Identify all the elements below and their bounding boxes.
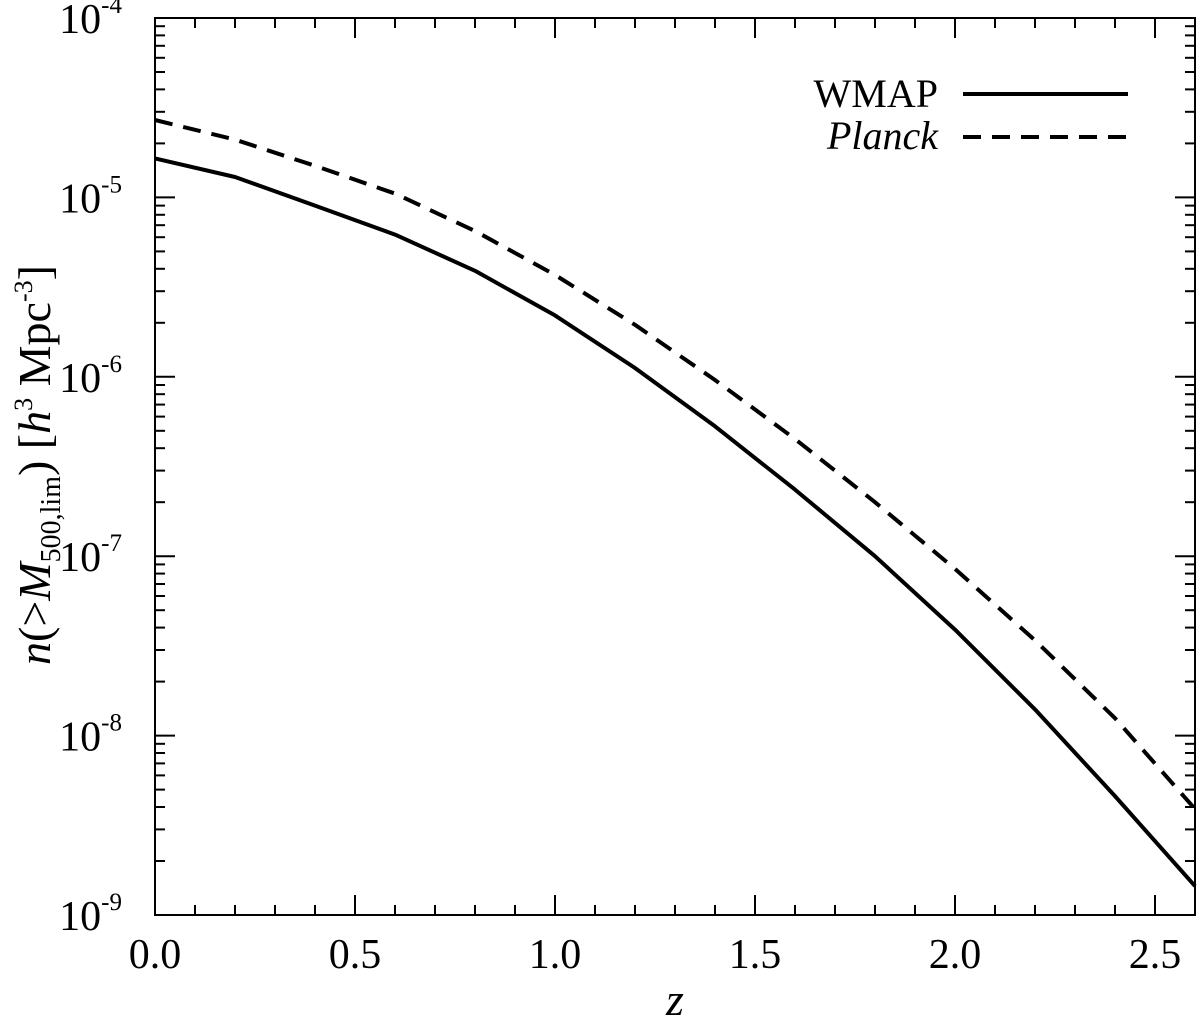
y-tick-label: 10-7 bbox=[59, 530, 122, 581]
plot-area-frame bbox=[154, 17, 1196, 916]
y-tick-label: 10-6 bbox=[59, 351, 122, 402]
x-axis-tick-labels: 0.0 0.5 1.0 1.5 2.0 2.5 bbox=[129, 932, 1182, 978]
x-tick-label: 0.0 bbox=[129, 932, 182, 978]
y-axis-ticks bbox=[155, 25, 1195, 916]
x-tick-label: 2.5 bbox=[1129, 932, 1182, 978]
x-tick-label: 1.5 bbox=[729, 932, 782, 978]
y-axis-tick-labels: 10-4 10-5 10-6 10-7 10-8 10-9 bbox=[59, 0, 122, 940]
y-tick-label: 10-9 bbox=[59, 889, 122, 940]
x-tick-label: 1.0 bbox=[529, 932, 582, 978]
y-tick-label: 10-4 bbox=[59, 0, 122, 43]
x-tick-label: 0.5 bbox=[329, 932, 382, 978]
x-axis-ticks bbox=[154, 18, 1196, 915]
x-axis-title: z bbox=[665, 974, 684, 1022]
legend: WMAP Planck bbox=[814, 71, 1128, 158]
y-tick-label: 10-8 bbox=[59, 710, 122, 761]
y-axis-title: n(>M500,lim) [h3 Mpc-3] bbox=[9, 265, 67, 665]
series-line-wmap bbox=[154, 156, 1197, 888]
series-lines bbox=[154, 118, 1197, 888]
legend-label-wmap: WMAP bbox=[814, 71, 938, 116]
y-tick-label: 10-5 bbox=[59, 171, 122, 222]
legend-label-planck: Planck bbox=[826, 113, 939, 158]
x-tick-label: 2.0 bbox=[929, 932, 982, 978]
series-line-planck bbox=[154, 118, 1197, 811]
